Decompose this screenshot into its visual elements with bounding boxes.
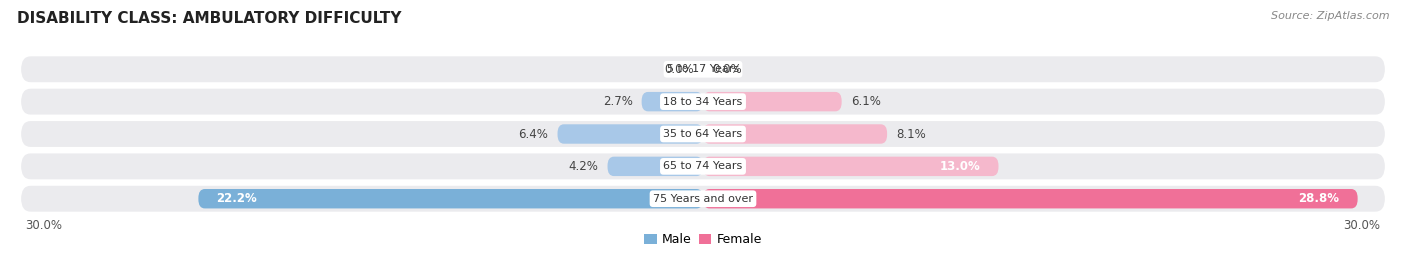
FancyBboxPatch shape xyxy=(21,89,1385,115)
FancyBboxPatch shape xyxy=(21,186,1385,212)
Text: 4.2%: 4.2% xyxy=(568,160,599,173)
Text: 35 to 64 Years: 35 to 64 Years xyxy=(664,129,742,139)
FancyBboxPatch shape xyxy=(703,92,842,111)
FancyBboxPatch shape xyxy=(607,157,703,176)
Text: 2.7%: 2.7% xyxy=(603,95,633,108)
Text: 18 to 34 Years: 18 to 34 Years xyxy=(664,97,742,107)
Text: 6.4%: 6.4% xyxy=(519,128,548,140)
Text: 5 to 17 Years: 5 to 17 Years xyxy=(666,64,740,74)
Text: Source: ZipAtlas.com: Source: ZipAtlas.com xyxy=(1271,11,1389,21)
FancyBboxPatch shape xyxy=(21,153,1385,179)
Text: 30.0%: 30.0% xyxy=(1343,219,1381,232)
FancyBboxPatch shape xyxy=(703,157,998,176)
Text: 28.8%: 28.8% xyxy=(1299,192,1340,205)
Text: 0.0%: 0.0% xyxy=(711,63,742,76)
FancyBboxPatch shape xyxy=(198,189,703,209)
Text: 0.0%: 0.0% xyxy=(664,63,695,76)
Legend: Male, Female: Male, Female xyxy=(640,228,766,251)
Text: 6.1%: 6.1% xyxy=(851,95,880,108)
Text: DISABILITY CLASS: AMBULATORY DIFFICULTY: DISABILITY CLASS: AMBULATORY DIFFICULTY xyxy=(17,11,401,26)
Text: 13.0%: 13.0% xyxy=(939,160,980,173)
Text: 65 to 74 Years: 65 to 74 Years xyxy=(664,161,742,171)
Text: 30.0%: 30.0% xyxy=(25,219,63,232)
FancyBboxPatch shape xyxy=(21,56,1385,82)
FancyBboxPatch shape xyxy=(21,121,1385,147)
FancyBboxPatch shape xyxy=(558,124,703,144)
FancyBboxPatch shape xyxy=(641,92,703,111)
Text: 75 Years and over: 75 Years and over xyxy=(652,194,754,204)
Text: 8.1%: 8.1% xyxy=(896,128,927,140)
FancyBboxPatch shape xyxy=(703,124,887,144)
FancyBboxPatch shape xyxy=(703,189,1358,209)
Text: 22.2%: 22.2% xyxy=(217,192,257,205)
